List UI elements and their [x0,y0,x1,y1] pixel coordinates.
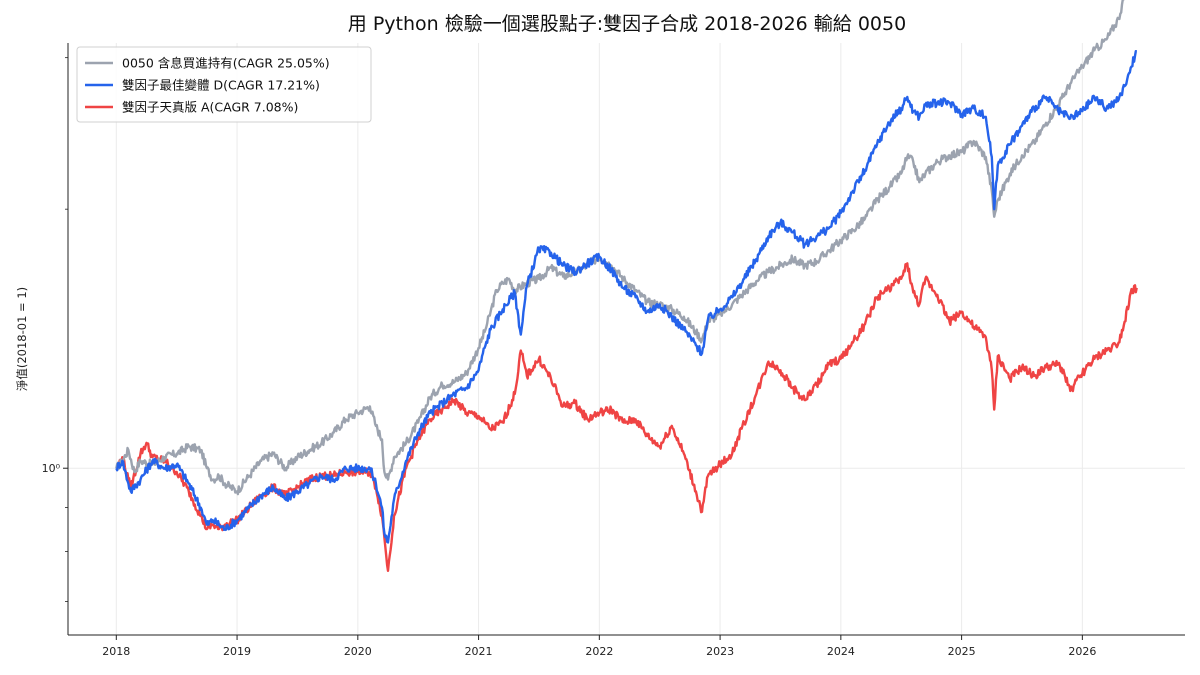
x-tick-label: 2024 [827,645,855,658]
ticks: 2018 2019 2020 2021 2022 2023 2024 2025 2026 10⁰ [42,57,1096,658]
grid [68,43,1185,635]
legend: 0050 含息買進持有(CAGR 25.05%) 雙因子最佳變體 D(CAGR 1… [76,46,372,123]
x-tick-label: 2021 [465,645,493,658]
legend-frame [76,46,372,123]
series-line-0 [115,0,1125,496]
x-tick-label: 2026 [1068,645,1096,658]
legend-label-1: 雙因子最佳變體 D(CAGR 17.21%) [122,78,320,93]
y-tick-label: 10⁰ [42,462,61,475]
axes [67,43,1185,636]
x-tick-label: 2025 [948,645,976,658]
chart-title: 用 Python 檢驗一個選股點子:雙因子合成 2018-2026 輸給 005… [348,13,906,35]
y-axis-label: 淨值(2018-01 = 1) [15,287,29,391]
x-tick-label: 2022 [585,645,613,658]
x-tick-label: 2018 [102,645,130,658]
legend-label-0: 0050 含息買進持有(CAGR 25.05%) [122,56,330,71]
series-group [115,0,1138,572]
series-line-1 [115,50,1138,544]
x-tick-label: 2023 [706,645,734,658]
x-tick-label: 2019 [223,645,251,658]
x-tick-label: 2020 [344,645,372,658]
series-line-2 [115,262,1138,572]
legend-label-2: 雙因子天真版 A(CAGR 7.08%) [122,100,298,115]
